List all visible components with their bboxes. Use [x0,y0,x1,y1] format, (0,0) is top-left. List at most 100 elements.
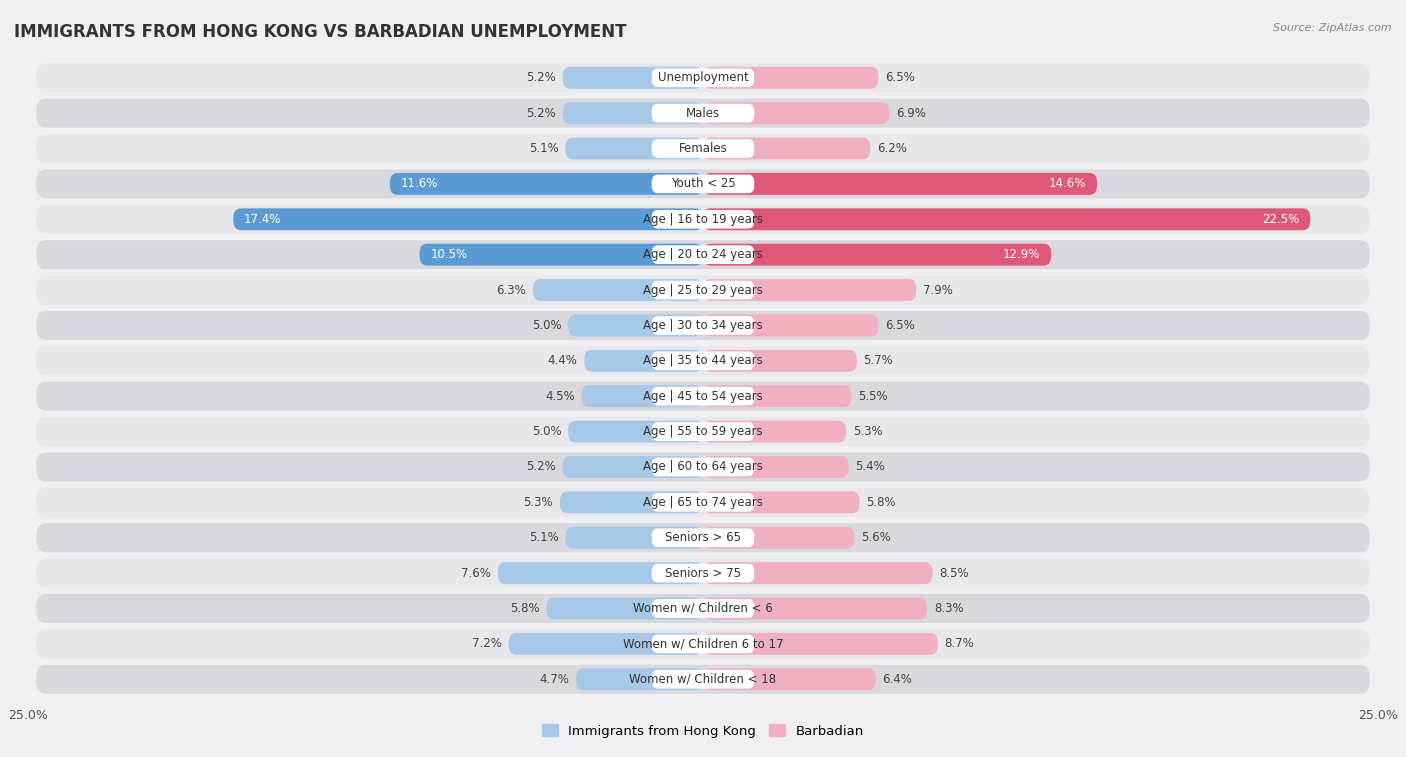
Text: 8.3%: 8.3% [934,602,963,615]
Text: 7.9%: 7.9% [922,284,953,297]
FancyBboxPatch shape [37,134,1369,163]
Text: 4.5%: 4.5% [546,390,575,403]
FancyBboxPatch shape [568,421,703,443]
FancyBboxPatch shape [37,488,1369,517]
FancyBboxPatch shape [703,244,1052,266]
FancyBboxPatch shape [565,527,703,549]
Text: 7.2%: 7.2% [472,637,502,650]
Text: 5.7%: 5.7% [863,354,893,367]
Text: 5.6%: 5.6% [860,531,890,544]
FancyBboxPatch shape [652,175,754,193]
FancyBboxPatch shape [652,493,754,512]
FancyBboxPatch shape [419,244,703,266]
Text: 6.5%: 6.5% [886,319,915,332]
Text: 22.5%: 22.5% [1263,213,1299,226]
FancyBboxPatch shape [703,491,859,513]
FancyBboxPatch shape [703,208,1310,230]
FancyBboxPatch shape [652,564,754,582]
Text: 14.6%: 14.6% [1049,177,1087,191]
Text: Women w/ Children < 18: Women w/ Children < 18 [630,673,776,686]
FancyBboxPatch shape [37,205,1369,234]
FancyBboxPatch shape [498,562,703,584]
FancyBboxPatch shape [652,599,754,618]
Text: Age | 35 to 44 years: Age | 35 to 44 years [643,354,763,367]
Text: 4.7%: 4.7% [540,673,569,686]
Text: 5.8%: 5.8% [866,496,896,509]
Text: 11.6%: 11.6% [401,177,439,191]
FancyBboxPatch shape [703,279,917,301]
FancyBboxPatch shape [652,316,754,335]
FancyBboxPatch shape [568,314,703,336]
Text: 12.9%: 12.9% [1002,248,1040,261]
Text: 5.8%: 5.8% [510,602,540,615]
FancyBboxPatch shape [703,562,932,584]
FancyBboxPatch shape [562,67,703,89]
FancyBboxPatch shape [37,64,1369,92]
Text: IMMIGRANTS FROM HONG KONG VS BARBADIAN UNEMPLOYMENT: IMMIGRANTS FROM HONG KONG VS BARBADIAN U… [14,23,627,41]
FancyBboxPatch shape [703,597,927,619]
Text: 6.2%: 6.2% [877,142,907,155]
FancyBboxPatch shape [652,422,754,441]
Text: Age | 25 to 29 years: Age | 25 to 29 years [643,284,763,297]
FancyBboxPatch shape [560,491,703,513]
Text: Youth < 25: Youth < 25 [671,177,735,191]
FancyBboxPatch shape [37,417,1369,446]
FancyBboxPatch shape [652,281,754,299]
Text: 5.3%: 5.3% [523,496,553,509]
Text: 5.4%: 5.4% [855,460,886,473]
FancyBboxPatch shape [37,594,1369,623]
Text: Age | 30 to 34 years: Age | 30 to 34 years [643,319,763,332]
FancyBboxPatch shape [703,314,879,336]
FancyBboxPatch shape [703,173,1097,195]
Text: 6.9%: 6.9% [896,107,927,120]
FancyBboxPatch shape [37,523,1369,552]
FancyBboxPatch shape [652,387,754,406]
FancyBboxPatch shape [533,279,703,301]
FancyBboxPatch shape [582,385,703,407]
Text: Age | 45 to 54 years: Age | 45 to 54 years [643,390,763,403]
Text: Age | 55 to 59 years: Age | 55 to 59 years [643,425,763,438]
Text: Age | 16 to 19 years: Age | 16 to 19 years [643,213,763,226]
FancyBboxPatch shape [37,665,1369,693]
FancyBboxPatch shape [652,245,754,264]
Text: 6.3%: 6.3% [496,284,526,297]
FancyBboxPatch shape [37,311,1369,340]
FancyBboxPatch shape [37,629,1369,659]
FancyBboxPatch shape [576,668,703,690]
Text: Age | 60 to 64 years: Age | 60 to 64 years [643,460,763,473]
FancyBboxPatch shape [652,670,754,689]
FancyBboxPatch shape [703,668,876,690]
FancyBboxPatch shape [703,385,852,407]
FancyBboxPatch shape [37,98,1369,128]
FancyBboxPatch shape [389,173,703,195]
FancyBboxPatch shape [37,382,1369,411]
FancyBboxPatch shape [233,208,703,230]
FancyBboxPatch shape [37,240,1369,269]
FancyBboxPatch shape [703,456,849,478]
FancyBboxPatch shape [652,210,754,229]
FancyBboxPatch shape [652,104,754,123]
FancyBboxPatch shape [509,633,703,655]
FancyBboxPatch shape [703,138,870,160]
FancyBboxPatch shape [652,528,754,547]
Text: 5.3%: 5.3% [853,425,883,438]
FancyBboxPatch shape [703,527,855,549]
FancyBboxPatch shape [652,68,754,87]
FancyBboxPatch shape [562,102,703,124]
FancyBboxPatch shape [703,102,889,124]
FancyBboxPatch shape [37,170,1369,198]
Legend: Immigrants from Hong Kong, Barbadian: Immigrants from Hong Kong, Barbadian [537,719,869,743]
Text: 8.7%: 8.7% [945,637,974,650]
Text: Seniors > 65: Seniors > 65 [665,531,741,544]
FancyBboxPatch shape [703,421,846,443]
Text: 5.5%: 5.5% [858,390,887,403]
FancyBboxPatch shape [37,346,1369,375]
FancyBboxPatch shape [37,276,1369,304]
Text: 10.5%: 10.5% [430,248,467,261]
Text: 5.2%: 5.2% [526,71,555,84]
FancyBboxPatch shape [585,350,703,372]
Text: Source: ZipAtlas.com: Source: ZipAtlas.com [1274,23,1392,33]
Text: Age | 65 to 74 years: Age | 65 to 74 years [643,496,763,509]
Text: 6.4%: 6.4% [883,673,912,686]
Text: Females: Females [679,142,727,155]
